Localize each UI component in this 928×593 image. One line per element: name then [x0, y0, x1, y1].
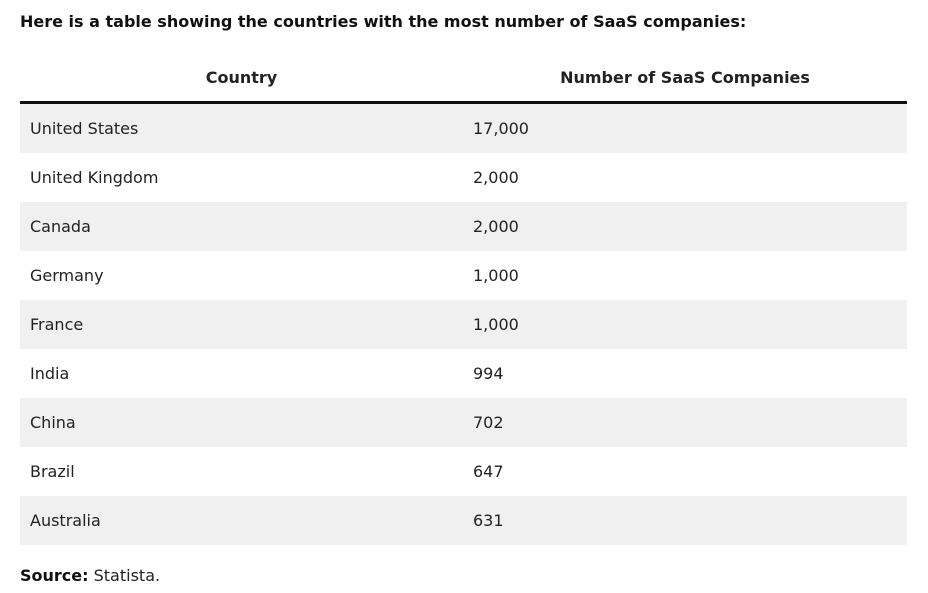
country-cell: India	[30, 364, 70, 383]
table-row: Australia 631	[20, 496, 907, 545]
column-header-count: Number of SaaS Companies	[560, 68, 810, 87]
country-cell: Germany	[30, 266, 104, 285]
table-row: France 1,000	[20, 300, 907, 349]
country-cell: Brazil	[30, 462, 75, 481]
table-row: China 702	[20, 398, 907, 447]
table-row: Germany 1,000	[20, 251, 907, 300]
count-cell: 2,000	[473, 217, 519, 236]
country-cell: Australia	[30, 511, 101, 530]
country-cell: Canada	[30, 217, 91, 236]
column-header-country: Country	[205, 68, 278, 87]
intro-heading: Here is a table showing the countries wi…	[20, 12, 747, 31]
count-cell: 647	[473, 462, 504, 481]
country-cell: United States	[30, 119, 139, 138]
table-row: United Kingdom 2,000	[20, 153, 907, 202]
country-cell: France	[30, 315, 84, 334]
count-cell: 702	[473, 413, 504, 432]
source-label: Source:	[20, 566, 89, 585]
source-value: Statista.	[93, 566, 161, 585]
count-cell: 994	[473, 364, 504, 383]
country-cell: China	[30, 413, 76, 432]
country-cell: United Kingdom	[30, 168, 159, 187]
table-header: Country Number of SaaS Companies	[20, 54, 907, 104]
table-row: Canada 2,000	[20, 202, 907, 251]
source-note: Source: Statista.	[20, 566, 160, 585]
table-row: Brazil 647	[20, 447, 907, 496]
count-cell: 17,000	[473, 119, 529, 138]
saas-countries-table: Country Number of SaaS Companies United …	[20, 54, 907, 545]
count-cell: 1,000	[473, 266, 519, 285]
count-cell: 631	[473, 511, 504, 530]
count-cell: 2,000	[473, 168, 519, 187]
count-cell: 1,000	[473, 315, 519, 334]
table-row: India 994	[20, 349, 907, 398]
table-row: United States 17,000	[20, 104, 907, 153]
